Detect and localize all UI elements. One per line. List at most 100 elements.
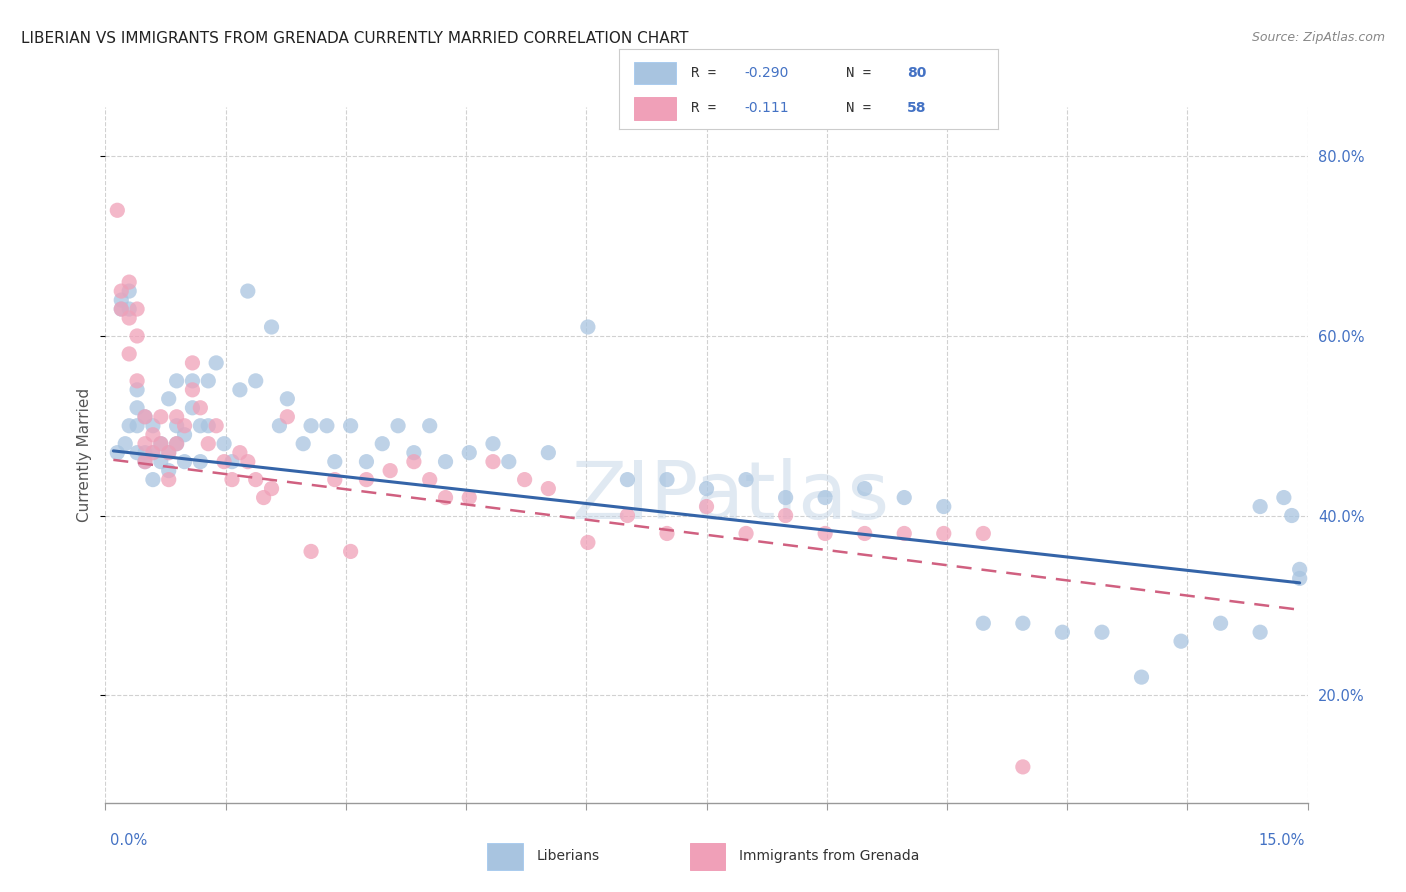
Text: R =: R = bbox=[690, 102, 724, 115]
Point bbox=[814, 491, 837, 505]
Point bbox=[166, 436, 188, 450]
Point bbox=[260, 320, 283, 334]
Point bbox=[157, 392, 180, 406]
Point bbox=[356, 455, 378, 469]
Point bbox=[696, 500, 718, 514]
Point bbox=[157, 445, 180, 459]
Text: -0.111: -0.111 bbox=[744, 102, 789, 115]
Point bbox=[775, 508, 797, 523]
Point bbox=[482, 436, 505, 450]
Point bbox=[339, 544, 361, 558]
Point bbox=[142, 445, 165, 459]
Text: Source: ZipAtlas.com: Source: ZipAtlas.com bbox=[1251, 31, 1385, 45]
Point bbox=[893, 491, 915, 505]
Point bbox=[1288, 562, 1310, 576]
Point bbox=[735, 473, 758, 487]
Text: Liberians: Liberians bbox=[537, 849, 599, 863]
Point bbox=[537, 482, 560, 496]
Point bbox=[127, 418, 149, 433]
Point bbox=[197, 418, 219, 433]
FancyBboxPatch shape bbox=[634, 62, 675, 85]
Point bbox=[142, 427, 165, 442]
Point bbox=[229, 383, 252, 397]
Point bbox=[181, 356, 204, 370]
Point bbox=[853, 526, 876, 541]
Point bbox=[323, 473, 346, 487]
Point bbox=[513, 473, 536, 487]
Point bbox=[110, 293, 132, 307]
Point bbox=[188, 418, 212, 433]
Point bbox=[149, 436, 172, 450]
Point bbox=[972, 526, 994, 541]
Point bbox=[245, 374, 267, 388]
FancyBboxPatch shape bbox=[486, 843, 523, 870]
Point bbox=[188, 401, 212, 415]
Point bbox=[118, 347, 141, 361]
Point bbox=[127, 301, 149, 316]
Point bbox=[1012, 616, 1035, 631]
Text: N =: N = bbox=[846, 66, 880, 80]
Point bbox=[616, 508, 638, 523]
Point bbox=[1091, 625, 1114, 640]
Point bbox=[893, 526, 915, 541]
Point bbox=[221, 473, 243, 487]
Point bbox=[1272, 491, 1295, 505]
Point bbox=[181, 401, 204, 415]
Point bbox=[299, 418, 322, 433]
Point bbox=[1281, 508, 1303, 523]
Point bbox=[853, 482, 876, 496]
Point bbox=[134, 409, 156, 424]
Point bbox=[269, 418, 291, 433]
Point bbox=[1052, 625, 1074, 640]
Point bbox=[197, 436, 219, 450]
Point bbox=[434, 491, 457, 505]
Point bbox=[292, 436, 315, 450]
Point bbox=[482, 455, 505, 469]
Point bbox=[245, 473, 267, 487]
Point bbox=[110, 301, 132, 316]
Text: LIBERIAN VS IMMIGRANTS FROM GRENADA CURRENTLY MARRIED CORRELATION CHART: LIBERIAN VS IMMIGRANTS FROM GRENADA CURR… bbox=[21, 31, 689, 46]
Point bbox=[402, 445, 425, 459]
Point bbox=[260, 482, 283, 496]
Point bbox=[173, 427, 195, 442]
Point bbox=[181, 374, 204, 388]
Point bbox=[114, 436, 136, 450]
Point bbox=[371, 436, 394, 450]
Point bbox=[655, 473, 678, 487]
Point bbox=[134, 445, 156, 459]
Point bbox=[419, 473, 441, 487]
Point bbox=[1249, 625, 1271, 640]
Point bbox=[229, 445, 252, 459]
Point bbox=[1288, 571, 1310, 585]
Point bbox=[655, 526, 678, 541]
Point bbox=[157, 464, 180, 478]
Point bbox=[616, 473, 638, 487]
Point bbox=[356, 473, 378, 487]
Point bbox=[127, 329, 149, 343]
Point bbox=[932, 526, 955, 541]
Point bbox=[1249, 500, 1271, 514]
Point bbox=[118, 301, 141, 316]
Point bbox=[205, 356, 228, 370]
Text: R =: R = bbox=[690, 66, 724, 80]
Text: N =: N = bbox=[846, 102, 880, 115]
Point bbox=[181, 383, 204, 397]
Point bbox=[142, 445, 165, 459]
FancyBboxPatch shape bbox=[634, 97, 675, 120]
Text: 58: 58 bbox=[907, 102, 927, 115]
Point bbox=[1130, 670, 1153, 684]
Point bbox=[149, 409, 172, 424]
Point bbox=[276, 409, 298, 424]
Point bbox=[118, 311, 141, 326]
Point bbox=[1209, 616, 1232, 631]
Point bbox=[775, 491, 797, 505]
Point bbox=[458, 445, 481, 459]
Point bbox=[142, 473, 165, 487]
Point bbox=[537, 445, 560, 459]
Text: 0.0%: 0.0% bbox=[110, 833, 146, 847]
Point bbox=[419, 418, 441, 433]
Point bbox=[299, 544, 322, 558]
Point bbox=[127, 445, 149, 459]
Point bbox=[166, 418, 188, 433]
Point bbox=[110, 301, 132, 316]
